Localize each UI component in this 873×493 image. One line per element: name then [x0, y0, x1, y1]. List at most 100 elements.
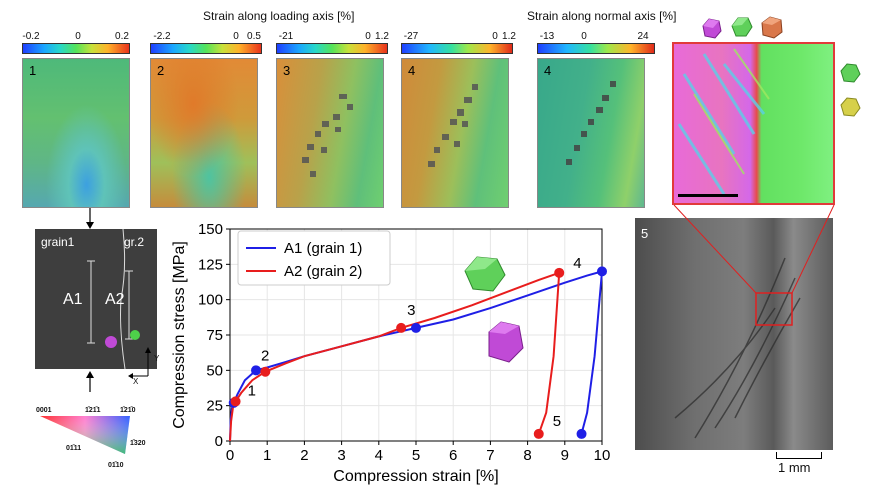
grain1-label: grain1 — [41, 235, 75, 249]
ipf-triangle — [40, 416, 130, 454]
x-axis-label: Compression strain [%] — [333, 468, 498, 485]
x-tick-label: 7 — [486, 447, 494, 464]
series-2-marker — [533, 428, 544, 439]
panel-3-number: 3 — [283, 63, 291, 78]
colorbar-3: -21 0 1.2 — [276, 31, 389, 55]
y-tick-label: 100 — [198, 292, 223, 309]
green-hexagon-icon — [731, 17, 753, 37]
cb3-min: -21 — [278, 31, 294, 42]
strain-map-4: 4 — [401, 58, 509, 208]
cb3-max: 1.2 — [375, 31, 389, 42]
x-tick-label: 9 — [561, 447, 569, 464]
yellow-hexagon-icon — [840, 97, 861, 117]
strain-map-2: 2 — [150, 58, 258, 208]
crystal-icons-right — [840, 63, 861, 117]
green-hexagon-icon — [840, 63, 861, 83]
series-2-marker — [260, 366, 271, 377]
sample-photo: 5 — [635, 218, 833, 450]
scalebar — [776, 452, 822, 459]
scalebar-label: 1 mm — [778, 460, 811, 475]
cb5-zero: 0 — [581, 31, 587, 42]
x-tick-label: 2 — [300, 447, 308, 464]
x-tick-label: 5 — [412, 447, 420, 464]
colorbar-2: -2.2 0 0.5 — [150, 31, 262, 55]
panel-2-number: 2 — [157, 63, 165, 78]
point-label-1: 1 — [248, 382, 256, 399]
series-2-marker — [230, 396, 241, 407]
cb4-max: 1.2 — [502, 31, 516, 42]
colorbar-4: -27 0 1.2 — [401, 31, 516, 55]
x-tick-label: 4 — [375, 447, 383, 464]
strain-map-1: 1 — [22, 58, 130, 208]
x-tick-label: 1 — [263, 447, 271, 464]
legend: A1 (grain 1) A2 (grain 2) — [237, 230, 391, 286]
colorbar-1: -0.2 0 0.2 — [22, 31, 130, 55]
colorbar-5: -13 0 24 — [537, 31, 655, 55]
y-tick-label: 25 — [206, 398, 223, 415]
series-1-marker — [597, 266, 607, 277]
zoom-connector — [673, 204, 835, 294]
cb4-zero: 0 — [492, 31, 498, 42]
strain-map-3: 3 — [276, 58, 384, 208]
y-axis-label: Compression stress [MPa] — [171, 241, 188, 429]
ipf-1210: 1̄21̄0 — [120, 407, 136, 414]
cb1-min: -0.2 — [22, 31, 40, 42]
legend-a1: A1 (grain 1) — [284, 240, 362, 257]
grain-image: grain1 gr.2 A1 A2 — [35, 229, 157, 369]
legend-a2: A2 (grain 2) — [284, 263, 362, 280]
xy-axes-icon — [128, 347, 151, 379]
series-2-marker — [554, 267, 565, 278]
series-1-marker — [576, 428, 587, 439]
series-1-marker — [251, 365, 262, 376]
crystal-icons-top — [702, 16, 783, 39]
stress-strain-chart: 0 1 2 3 4 5 6 7 8 9 100255075100125150Compression … — [171, 221, 611, 485]
ipf-1320: 1̄320 — [130, 440, 146, 447]
point-label-2: 2 — [261, 347, 269, 364]
arrow-down-icon — [86, 208, 94, 229]
point-label-5: 5 — [553, 413, 561, 430]
panel-5-number: 4 — [544, 63, 552, 78]
cb2-min: -2.2 — [153, 31, 171, 42]
ipf-0110: 01̄10 — [108, 462, 124, 469]
cb2-zero: 0 — [233, 31, 239, 42]
x-tick-label: 3 — [337, 447, 345, 464]
ebsd-map — [672, 42, 835, 205]
series-2-marker — [396, 322, 407, 333]
grain2-label: gr.2 — [124, 235, 145, 249]
y-tick-label: 150 — [198, 221, 223, 238]
ipf-1211: 1̄21̄1 — [85, 407, 101, 414]
a2-label: A2 — [105, 291, 125, 308]
cb1-zero: 0 — [75, 31, 81, 42]
purple-hexagon-icon — [488, 321, 524, 363]
panel-1-number: 1 — [29, 63, 37, 78]
cb5-max: 24 — [637, 31, 649, 42]
ipf-0001: 0001 — [36, 407, 52, 414]
y-tick-label: 75 — [206, 327, 223, 344]
point-label-4: 4 — [573, 255, 581, 272]
point-label-3: 3 — [407, 302, 415, 319]
photo-number: 5 — [641, 226, 649, 241]
arrow-up-icon — [86, 371, 94, 392]
cb3-zero: 0 — [365, 31, 371, 42]
loading-axis-header: Strain along loading axis [%] — [203, 9, 355, 23]
orange-hexagon-icon — [761, 16, 783, 39]
cb1-max: 0.2 — [115, 31, 129, 42]
axis-y-label: Y — [154, 354, 160, 363]
axis-x-label: X — [133, 377, 139, 386]
cb2-max: 0.5 — [247, 31, 261, 42]
panel-4-number: 4 — [408, 63, 416, 78]
x-tick-label: 0 — [226, 447, 234, 464]
y-tick-label: 125 — [198, 256, 223, 273]
green-hexagon-icon — [464, 256, 506, 292]
strain-map-5: 4 — [537, 58, 645, 208]
y-tick-label: 50 — [206, 362, 223, 379]
cb5-min: -13 — [539, 31, 555, 42]
cb4-min: -27 — [403, 31, 419, 42]
a1-label: A1 — [63, 291, 83, 308]
y-tick-label: 0 — [215, 433, 223, 450]
x-tick-label: 8 — [523, 447, 531, 464]
x-tick-label: 10 — [594, 447, 611, 464]
ipf-0111: 01̄11 — [66, 445, 82, 452]
series-1-marker — [411, 322, 421, 333]
x-tick-label: 6 — [449, 447, 457, 464]
